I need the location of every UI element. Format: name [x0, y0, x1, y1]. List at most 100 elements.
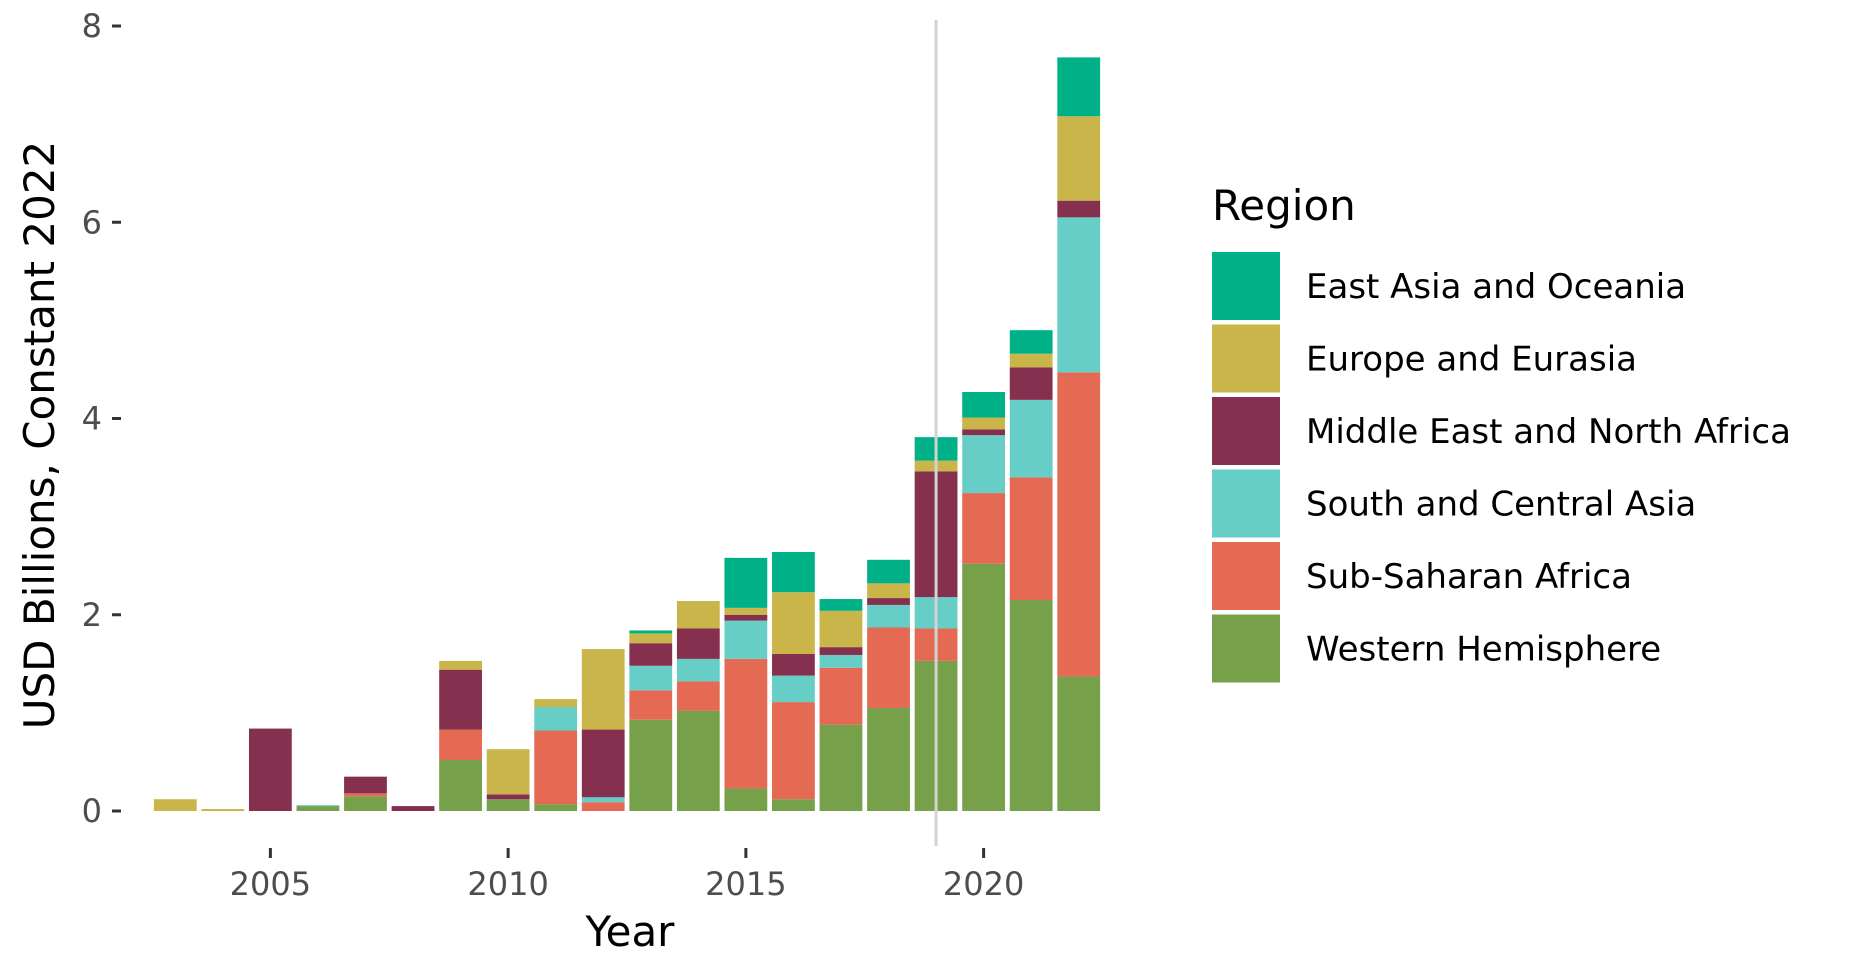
bar-2013-sub-saharan-africa [629, 690, 673, 720]
bar-2020-western-hemisphere [962, 563, 1006, 811]
bar-2018-middle-east-and-north-africa [867, 598, 910, 605]
bar-2006-western-hemisphere [296, 806, 340, 811]
bar-2016-europe-and-eurasia [772, 592, 815, 654]
bar-2017-europe-and-eurasia [819, 610, 863, 648]
bar-2012-south-and-central-asia [581, 797, 625, 803]
bar-2013-europe-and-eurasia [629, 633, 673, 644]
bar-2017-middle-east-and-north-africa [819, 647, 863, 655]
bar-2011-western-hemisphere [534, 804, 578, 811]
bar-group [153, 57, 1101, 811]
legend-label-europe-and-eurasia: Europe and Eurasia [1306, 340, 1637, 380]
bar-2021-middle-east-and-north-africa [1009, 367, 1053, 400]
legend-label-middle-east-and-north-africa: Middle East and North Africa [1306, 412, 1791, 452]
y-tick-label-4: 4 [82, 400, 102, 438]
bar-2018-south-and-central-asia [867, 604, 910, 628]
legend-label-east-asia-and-oceania: East Asia and Oceania [1306, 267, 1686, 307]
bar-2010-europe-and-eurasia [486, 749, 530, 795]
bar-2014-western-hemisphere [676, 710, 720, 811]
bar-2012-middle-east-and-north-africa [581, 729, 625, 798]
y-tick-label-6: 6 [82, 203, 102, 241]
bar-2009-europe-and-eurasia [439, 660, 482, 670]
bar-2004-europe-and-eurasia [201, 809, 245, 811]
bar-2013-western-hemisphere [629, 719, 673, 811]
bar-2020-south-and-central-asia [962, 435, 1006, 494]
bar-2009-sub-saharan-africa [439, 729, 482, 760]
bar-2018-east-asia-and-oceania [867, 559, 910, 584]
bar-2006-south-and-central-asia [296, 805, 340, 807]
legend-swatch-south-and-central-asia [1212, 469, 1280, 538]
bar-2017-south-and-central-asia [819, 654, 863, 668]
bar-2016-western-hemisphere [772, 799, 815, 811]
bar-2009-western-hemisphere [439, 759, 482, 811]
bar-2018-western-hemisphere [867, 707, 910, 811]
bar-2020-sub-saharan-africa [962, 493, 1006, 564]
bar-2008-middle-east-and-north-africa [391, 806, 435, 811]
x-tick-label-2010: 2010 [467, 865, 548, 903]
bar-2017-sub-saharan-africa [819, 667, 863, 725]
bar-2012-sub-saharan-africa [581, 802, 625, 811]
bar-2014-middle-east-and-north-africa [676, 628, 720, 659]
bar-2013-south-and-central-asia [629, 665, 673, 691]
bar-2015-middle-east-and-north-africa [724, 614, 768, 621]
legend-swatch-middle-east-and-north-africa [1212, 397, 1280, 465]
bar-2010-middle-east-and-north-africa [486, 794, 530, 800]
bar-2010-western-hemisphere [486, 799, 530, 811]
bar-2017-east-asia-and-oceania [819, 599, 863, 611]
bar-2021-south-and-central-asia [1009, 399, 1053, 478]
bar-2022-sub-saharan-africa [1057, 372, 1101, 677]
bar-2003-europe-and-eurasia [153, 799, 197, 811]
y-axis-title: USD Billions, Constant 2022 [15, 141, 64, 730]
bar-2022-western-hemisphere [1057, 676, 1101, 811]
legend-label-western-hemisphere: Western Hemisphere [1306, 630, 1661, 670]
bar-2011-sub-saharan-africa [534, 730, 578, 805]
legend-items: East Asia and Oceania Europe and Eurasia M… [1212, 252, 1791, 683]
y-tick-label-0: 0 [82, 792, 102, 830]
bar-2016-middle-east-and-north-africa [772, 654, 815, 676]
legend-label-sub-saharan-africa: Sub-Saharan Africa [1306, 557, 1632, 597]
y-tick-label-8: 8 [82, 7, 102, 45]
x-axis-title: Year [585, 907, 676, 956]
bar-2017-western-hemisphere [819, 724, 863, 811]
bar-2021-sub-saharan-africa [1009, 477, 1053, 601]
bar-2015-east-asia-and-oceania [724, 557, 768, 608]
bar-2016-sub-saharan-africa [772, 702, 815, 800]
x-tick-label-2005: 2005 [230, 865, 311, 903]
x-tick-label-2015: 2015 [705, 865, 786, 903]
bar-2022-east-asia-and-oceania [1057, 57, 1101, 117]
legend-swatch-europe-and-eurasia [1212, 324, 1280, 393]
bar-2021-europe-and-eurasia [1009, 353, 1053, 368]
bar-2011-europe-and-eurasia [534, 699, 578, 707]
y-tick-label-2: 2 [82, 596, 102, 634]
bar-2012-europe-and-eurasia [581, 649, 625, 730]
bar-2007-western-hemisphere [344, 796, 387, 811]
bar-2021-western-hemisphere [1009, 600, 1053, 811]
legend-title: Region [1212, 181, 1356, 230]
legend-swatch-sub-saharan-africa [1212, 542, 1280, 610]
bar-2014-europe-and-eurasia [676, 601, 720, 629]
x-axis: 2005 2010 2015 2020 [230, 848, 1024, 903]
legend: Region East Asia and Oceania Europe and E… [1212, 181, 1791, 683]
bar-2009-middle-east-and-north-africa [439, 669, 482, 730]
bar-2022-europe-and-eurasia [1057, 116, 1101, 201]
bar-2015-south-and-central-asia [724, 620, 768, 659]
bar-2016-east-asia-and-oceania [772, 551, 815, 593]
bar-2007-middle-east-and-north-africa [344, 776, 387, 794]
bar-2015-europe-and-eurasia [724, 607, 768, 615]
bar-2015-western-hemisphere [724, 788, 768, 811]
legend-label-south-and-central-asia: South and Central Asia [1306, 485, 1696, 525]
y-axis: 0 2 4 6 8 [82, 7, 121, 830]
bar-2020-east-asia-and-oceania [962, 392, 1006, 418]
bar-2011-south-and-central-asia [534, 706, 578, 731]
legend-swatch-east-asia-and-oceania [1212, 252, 1280, 320]
x-tick-label-2020: 2020 [943, 865, 1024, 903]
bar-2022-south-and-central-asia [1057, 217, 1101, 373]
bar-2016-south-and-central-asia [772, 675, 815, 703]
bar-2022-middle-east-and-north-africa [1057, 200, 1101, 218]
bar-2007-sub-saharan-africa [344, 793, 387, 797]
bar-2014-sub-saharan-africa [676, 681, 720, 711]
bar-2015-sub-saharan-africa [724, 658, 768, 789]
bar-2018-europe-and-eurasia [867, 583, 910, 599]
bar-2005-middle-east-and-north-africa [248, 728, 292, 811]
bar-2020-europe-and-eurasia [962, 417, 1006, 430]
